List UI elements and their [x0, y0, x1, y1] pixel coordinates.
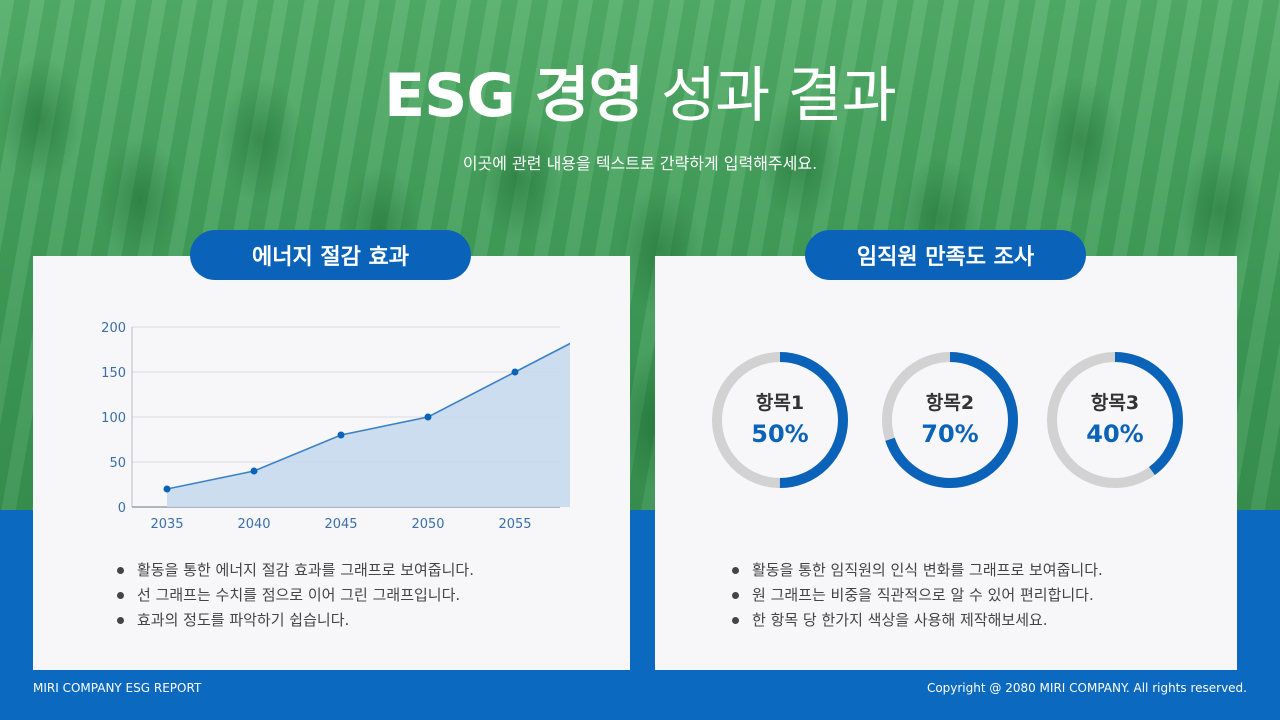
- donut-item-1: 항목1 50%: [710, 350, 850, 490]
- data-point: [511, 368, 519, 376]
- donut-progress-arc: [712, 352, 848, 488]
- donut-progress-arc: [882, 352, 1018, 488]
- page-title: ESG 경영 성과 결과: [0, 58, 1280, 134]
- donut-progress-arc: [1047, 352, 1183, 488]
- energy-bullet: 활동을 통한 에너지 절감 효과를 그래프로 보여줍니다.: [115, 558, 474, 583]
- donut-ring-3: [1047, 352, 1183, 488]
- donut-ring-2: [882, 352, 1018, 488]
- y-tick-label: 50: [109, 456, 126, 471]
- data-point: [163, 485, 171, 493]
- data-point: [250, 467, 258, 475]
- page-subtitle: 이곳에 관련 내용을 텍스트로 간략하게 입력해주세요.: [462, 154, 818, 173]
- title-bold: ESG 경영: [384, 61, 644, 131]
- series-line: [166, 342, 570, 490]
- x-tick-label: 2050: [411, 517, 444, 532]
- donut-value: 40%: [1086, 420, 1144, 448]
- y-tick-label: 0: [118, 501, 126, 516]
- energy-line-chart: 050100150200203520402045205020552060: [101, 321, 570, 532]
- energy-bullets: 활동을 통한 에너지 절감 효과를 그래프로 보여줍니다. 선 그래프는 수치를…: [115, 558, 474, 633]
- satisfaction-card: [655, 256, 1237, 670]
- satisfaction-bullet: 활동을 통한 임직원의 인식 변화를 그래프로 보여줍니다.: [730, 558, 1103, 583]
- x-tick-label: 2045: [324, 517, 357, 532]
- donut-label: 항목1: [755, 392, 805, 414]
- donut-label: 항목3: [1090, 392, 1140, 414]
- y-tick-label: 150: [101, 366, 126, 381]
- footer-copyright: Copyright @ 2080 MIRI COMPANY. All right…: [926, 681, 1247, 695]
- y-tick-label: 100: [101, 411, 126, 426]
- data-point: [424, 413, 432, 421]
- satisfaction-bullets: 활동을 통한 임직원의 인식 변화를 그래프로 보여줍니다. 원 그래프는 비중…: [730, 558, 1103, 633]
- x-tick-label: 2040: [237, 517, 270, 532]
- title-light: 성과 결과: [660, 61, 897, 131]
- x-tick-label: 2035: [150, 517, 183, 532]
- donut-label: 항목2: [925, 392, 975, 414]
- x-tick-label: 2055: [498, 517, 531, 532]
- energy-heading: 에너지 절감 효과: [190, 230, 471, 280]
- energy-bullet: 선 그래프는 수치를 점으로 이어 그린 그래프입니다.: [115, 583, 474, 608]
- donut-ring-1: [712, 352, 848, 488]
- satisfaction-heading: 임직원 만족도 조사: [805, 230, 1086, 280]
- y-tick-label: 200: [101, 321, 126, 336]
- donut-item-3: 항목3 40%: [1045, 350, 1185, 490]
- satisfaction-bullet: 원 그래프는 비중을 직관적으로 알 수 있어 편리합니다.: [730, 583, 1103, 608]
- satisfaction-bullet: 한 항목 당 한가지 색상을 사용해 제작해보세요.: [730, 608, 1103, 633]
- energy-bullet: 효과의 정도를 파악하기 쉽습니다.: [115, 608, 474, 633]
- donut-item-2: 항목2 70%: [880, 350, 1020, 490]
- data-point: [337, 431, 345, 439]
- footer-report-name: MIRI COMPANY ESG REPORT: [33, 681, 202, 695]
- donut-value: 50%: [751, 420, 809, 448]
- donut-value: 70%: [921, 420, 979, 448]
